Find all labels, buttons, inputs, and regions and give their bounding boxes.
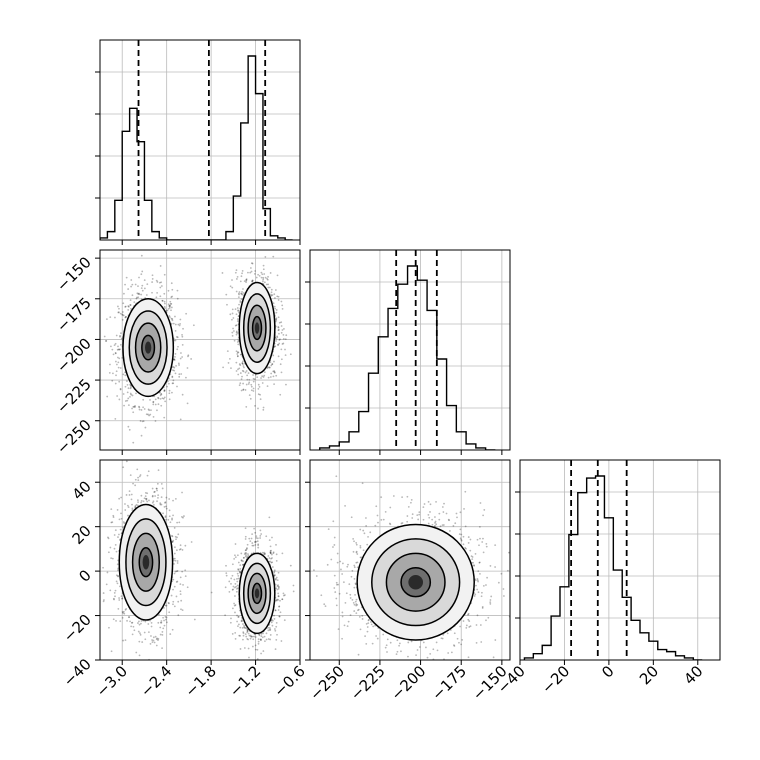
contour-line [141,334,156,361]
y-tick-label: −175 [53,294,95,336]
panel-frame-1-0 [99,249,301,451]
contour-line [128,310,168,385]
y-tick-label: 0 [75,566,94,585]
y-tick-label: 40 [69,477,95,503]
contour-line [242,562,272,625]
x-tick-label: −3.0 [93,662,131,700]
x-tick-label: 0 [598,662,617,681]
contour-line [251,582,263,605]
density-1-0 [103,254,292,444]
y-tick-label: 20 [69,522,95,548]
contour-line [371,538,461,627]
x-tick-label: −1.8 [181,662,219,700]
histogram-var-2 [523,475,703,660]
x-tick-label: −2.4 [137,662,175,700]
x-tick-label: 40 [680,662,706,688]
panel-bg-2-2 [520,460,720,660]
x-tick-label: −250 [306,662,348,704]
y-tick-label: −250 [53,416,95,458]
panel-frame-2-0 [99,459,301,661]
x-tick-label: −225 [347,662,389,704]
x-tick-label: −1.2 [226,662,264,700]
contour-line [138,547,154,578]
contour-line [125,518,167,607]
panel-frame-2-2 [519,459,721,661]
contour-line [134,322,162,373]
panel-bg-1-1 [310,250,510,450]
contour-line [118,503,174,621]
contour-line [242,293,272,363]
x-tick-label: 20 [636,662,662,688]
panel-frame-1-1 [309,249,511,451]
contour-line [400,567,432,598]
contour-line [238,552,276,635]
histogram-var-1 [319,265,496,450]
contour-line [247,572,267,615]
contour-line [356,523,475,641]
contour-line [238,281,276,375]
histogram-var-0 [100,55,293,240]
y-tick-label: −200 [53,335,95,377]
y-tick-label: −150 [53,253,95,295]
panel-frame-0-0 [99,39,301,241]
density-2-0 [102,460,295,660]
contour-line [251,315,263,341]
x-tick-label: −175 [428,662,470,704]
contour-line [131,532,161,592]
x-tick-label: −0.6 [270,662,308,700]
x-tick-label: −200 [388,662,430,704]
density-2-1 [313,475,510,660]
contour-line [385,552,446,612]
panel-frame-2-1 [309,459,511,661]
panel-bg-0-0 [100,40,300,240]
x-tick-label: −20 [538,662,573,697]
contour-line [247,304,267,352]
contour-line [122,298,175,398]
y-tick-label: −40 [60,655,95,690]
y-tick-label: −225 [53,375,95,417]
y-tick-label: −20 [60,611,95,646]
